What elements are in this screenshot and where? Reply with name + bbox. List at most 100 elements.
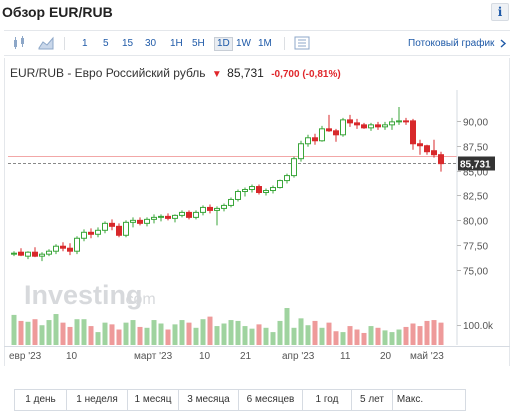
volume-bar: [53, 314, 59, 345]
time-tick-label: 21: [240, 351, 252, 362]
volume-bar: [438, 322, 444, 345]
volume-bar: [424, 320, 430, 345]
candle: [53, 244, 59, 255]
candle: [25, 251, 31, 260]
candle: [116, 223, 122, 238]
candle: [340, 117, 346, 137]
widget-header: Обзор EUR/RUB i: [0, 0, 513, 26]
info-icon[interactable]: i: [491, 3, 509, 21]
candle: [228, 197, 234, 208]
range-button[interactable]: 3 месяца: [179, 390, 239, 410]
volume-bar: [403, 326, 409, 345]
price-axis: 90,00 87,50 85,00 82,50 80,00 77,50 75,00 85,73…: [456, 90, 495, 345]
stream-chart-link[interactable]: Потоковый график: [408, 37, 507, 51]
volume-bar: [25, 321, 31, 345]
candle: [39, 252, 45, 262]
candle: [284, 173, 290, 184]
price-change: -0,700 (-0,81%): [271, 69, 341, 80]
indicator-settings-icon[interactable]: [294, 36, 310, 50]
volume-axis-label: 100.0k: [463, 321, 494, 332]
volume-bar: [186, 322, 192, 345]
candle: [172, 214, 178, 223]
volume-bar: [382, 330, 388, 345]
candle: [18, 248, 24, 257]
down-arrow-icon: ▼: [211, 69, 222, 80]
range-button[interactable]: 6 месяцев: [239, 390, 303, 410]
candle: [186, 210, 192, 220]
chart-toolbar: 1 5 15 30 1H 5H 1D 1W 1M Потоковый график: [4, 30, 510, 56]
candle: [319, 125, 325, 142]
candle: [130, 217, 136, 228]
timeframe-1h[interactable]: 1H: [170, 38, 183, 49]
price-tick-label: 82,50: [463, 192, 488, 203]
candle: [242, 187, 248, 197]
time-axis: евр '23 10 март '23 10 21 апр '23 11 20 май '23: [4, 346, 510, 362]
range-button[interactable]: 1 день: [15, 390, 67, 410]
price-tick-label: 75,00: [463, 267, 488, 278]
investing-watermark: Investing .com: [24, 280, 156, 310]
timeframe-5[interactable]: 5: [103, 38, 109, 49]
timeframe-1w[interactable]: 1W: [236, 38, 251, 49]
candle: [403, 117, 409, 125]
price-tick-label: 77,50: [463, 242, 488, 253]
volume-bar: [151, 320, 157, 345]
price-tick-label: 87,50: [463, 143, 488, 154]
volume-bars: [11, 308, 444, 345]
candle: [193, 210, 199, 220]
candle: [109, 219, 115, 231]
candle: [200, 205, 206, 216]
candle: [179, 210, 185, 218]
candle: [333, 128, 339, 142]
timeframe-1m[interactable]: 1M: [258, 38, 272, 49]
volume-bar: [179, 320, 185, 345]
range-button[interactable]: 1 год: [303, 390, 352, 410]
timeframe-15[interactable]: 15: [122, 38, 134, 49]
volume-bar: [221, 323, 227, 345]
volume-bar: [417, 326, 423, 345]
candle: [347, 114, 353, 127]
candle: [221, 203, 227, 212]
candle: [123, 220, 129, 238]
instrument-name: EUR/RUB - Евро Российский рубль: [10, 66, 206, 80]
volume-bar: [235, 320, 241, 345]
candle: [382, 121, 388, 130]
candle: [431, 139, 437, 158]
candle: [102, 221, 108, 234]
volume-bar: [81, 319, 87, 345]
candle: [354, 118, 360, 129]
range-button[interactable]: 5 лет: [352, 390, 393, 410]
candle: [81, 229, 87, 242]
candle: [438, 151, 444, 172]
timeframe-30[interactable]: 30: [145, 38, 157, 49]
timeframe-1d[interactable]: 1D: [214, 37, 233, 51]
last-price-badge-label: 85,731: [460, 160, 491, 171]
candle: [396, 106, 402, 125]
volume-bar: [340, 332, 346, 345]
volume-bar: [46, 320, 52, 345]
candlestick-chart[interactable]: Investing .com 90,00 87,50 85,00 82,50 80,00…: [0, 0, 513, 390]
volume-bar: [102, 322, 108, 345]
last-price: 85,731: [227, 66, 264, 80]
range-button[interactable]: 1 неделя: [67, 390, 128, 410]
range-button[interactable]: 1 месяц: [128, 390, 179, 410]
volume-bar: [109, 324, 115, 345]
timeframe-1[interactable]: 1: [82, 38, 88, 49]
quote-line: EUR/RUB - Евро Российский рубль ▼ 85,731…: [10, 66, 341, 80]
area-chart-icon[interactable]: [38, 36, 54, 50]
candle: [375, 121, 381, 130]
price-tick-label: 85,00: [463, 168, 488, 179]
volume-bar: [242, 326, 248, 345]
candlestick-icon[interactable]: [12, 36, 28, 50]
volume-bar: [172, 324, 178, 345]
range-button[interactable]: Макс.: [393, 390, 427, 410]
candle: [235, 189, 241, 202]
volume-bar: [18, 320, 24, 345]
volume-bar: [298, 318, 304, 345]
volume-bar: [319, 327, 325, 345]
timeframe-5h[interactable]: 5H: [192, 38, 205, 49]
price-tick-label: 80,00: [463, 217, 488, 228]
candle: [249, 184, 255, 193]
time-tick-label: апр '23: [282, 351, 315, 362]
candles: [11, 106, 444, 262]
volume-bar: [116, 329, 122, 345]
